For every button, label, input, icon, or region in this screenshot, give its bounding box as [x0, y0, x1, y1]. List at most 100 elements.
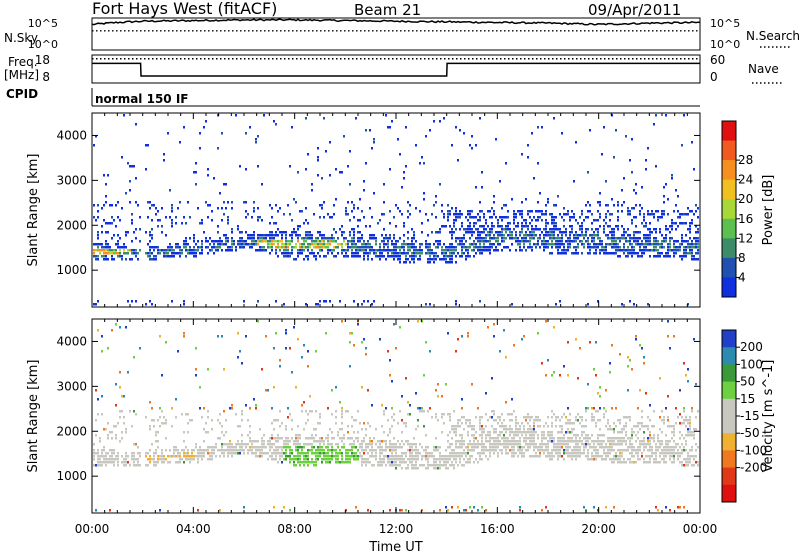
echo-cell [545, 246, 547, 249]
echo-cell [247, 243, 249, 246]
echo-cell [465, 422, 467, 425]
echo-cell [549, 455, 551, 458]
echo-cell [547, 452, 549, 455]
echo-cell [529, 419, 531, 422]
echo-cell [395, 243, 397, 246]
echo-cell [347, 201, 349, 204]
echo-cell [577, 452, 579, 455]
echo-cell [563, 207, 565, 210]
echo-cell [195, 249, 197, 252]
echo-cell [577, 455, 579, 458]
echo-cell [449, 431, 451, 434]
echo-cell [447, 434, 449, 437]
echo-cell [637, 458, 639, 461]
echo-cell [645, 237, 647, 240]
echo-cell [521, 216, 523, 219]
echo-cell [481, 428, 483, 431]
echo-cell [581, 210, 583, 213]
echo-cell [381, 440, 383, 443]
echo-cell [359, 455, 361, 458]
echo-cell [347, 240, 349, 243]
echo-cell [587, 240, 589, 243]
echo-cell [393, 461, 395, 464]
echo-cell [449, 243, 451, 246]
echo-cell [133, 464, 135, 467]
echo-cell [271, 458, 273, 461]
echo-cell [347, 255, 349, 258]
echo-cell [519, 509, 521, 512]
echo-cell [375, 449, 377, 452]
echo-cell [687, 428, 689, 431]
echo-cell [357, 225, 359, 228]
echo-cell [547, 198, 549, 201]
echo-cell [145, 455, 147, 458]
echo-cell [547, 201, 549, 204]
echo-cell [465, 255, 467, 258]
echo-cell [595, 243, 597, 246]
echo-cell [257, 165, 259, 168]
echo-cell [445, 464, 447, 467]
echo-cell [537, 162, 539, 165]
echo-cell [663, 422, 665, 425]
echo-cell [149, 252, 151, 255]
echo-cell [281, 437, 283, 440]
echo-cell [231, 455, 233, 458]
echo-cell [397, 240, 399, 243]
echo-cell [395, 255, 397, 258]
echo-cell [303, 428, 305, 431]
echo-cell [119, 386, 121, 389]
echo-cell [277, 243, 279, 246]
echo-cell [347, 461, 349, 464]
echo-cell [637, 237, 639, 240]
echo-cell [287, 416, 289, 419]
power-colorbar-swatch [722, 277, 736, 298]
echo-cell [647, 147, 649, 150]
echo-cell [215, 446, 217, 449]
echo-cell [419, 410, 421, 413]
echo-cell [383, 458, 385, 461]
echo-cell [653, 228, 655, 231]
echo-cell [183, 240, 185, 243]
echo-cell [307, 243, 309, 246]
echo-cell [529, 446, 531, 449]
echo-cell [315, 452, 317, 455]
echo-cell [271, 434, 273, 437]
echo-cell [139, 452, 141, 455]
echo-cell [679, 222, 681, 225]
echo-cell [105, 249, 107, 252]
echo-cell [521, 338, 523, 341]
echo-cell [371, 452, 373, 455]
echo-cell [369, 425, 371, 428]
echo-cell [543, 237, 545, 240]
echo-cell [521, 240, 523, 243]
echo-cell [111, 431, 113, 434]
echo-cell [215, 249, 217, 252]
echo-cell [465, 419, 467, 422]
echo-cell [365, 129, 367, 132]
echo-cell [517, 449, 519, 452]
echo-cell [413, 467, 415, 470]
echo-cell [317, 422, 319, 425]
echo-cell [513, 228, 515, 231]
echo-cell [485, 249, 487, 252]
echo-cell [467, 335, 469, 338]
echo-cell [415, 452, 417, 455]
echo-cell [213, 449, 215, 452]
echo-cell [277, 240, 279, 243]
echo-cell [113, 452, 115, 455]
echo-cell [163, 416, 165, 419]
echo-cell [485, 240, 487, 243]
echo-cell [123, 461, 125, 464]
echo-cell [399, 443, 401, 446]
echo-cell [575, 458, 577, 461]
echo-cell [589, 458, 591, 461]
echo-cell [587, 383, 589, 386]
echo-cell [603, 126, 605, 129]
echo-cell [393, 246, 395, 249]
echo-cell [675, 252, 677, 255]
echo-cell [505, 449, 507, 452]
echo-cell [343, 255, 345, 258]
echo-cell [657, 437, 659, 440]
echo-cell [685, 461, 687, 464]
echo-cell [485, 437, 487, 440]
